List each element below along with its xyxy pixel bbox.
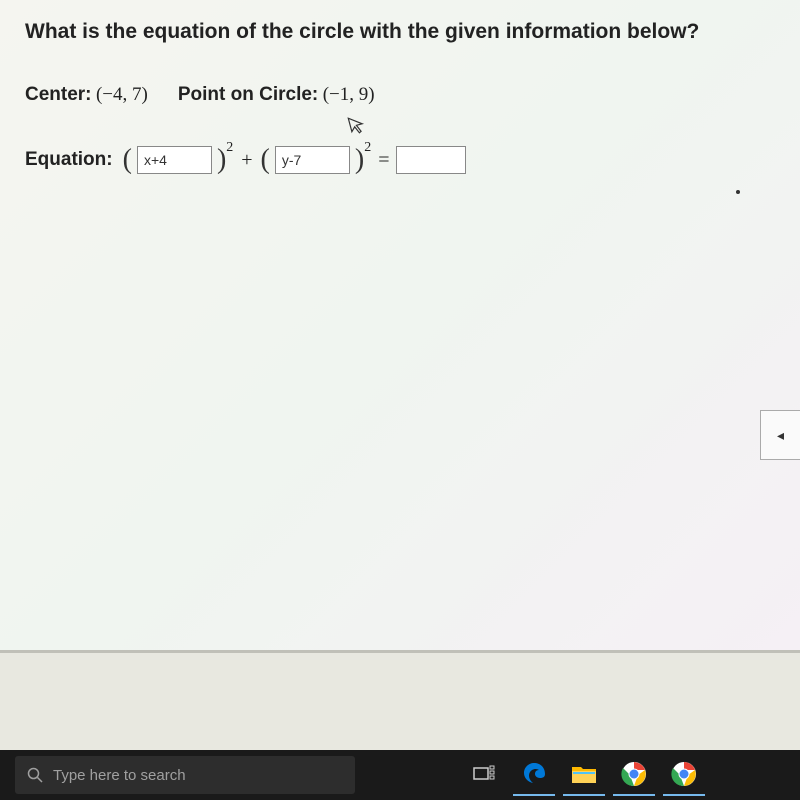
task-view-icon[interactable] — [463, 754, 505, 796]
edge-browser-icon[interactable] — [513, 754, 555, 796]
equation-input-3[interactable] — [396, 146, 466, 174]
taskbar-icons — [463, 754, 705, 796]
equation-input-1[interactable]: x+4 — [137, 146, 212, 174]
taskbar: Type here to search — [0, 750, 800, 800]
paren-exp-1: ) 2 — [217, 146, 233, 174]
chrome-icon-1[interactable] — [613, 754, 655, 796]
search-box[interactable]: Type here to search — [15, 756, 355, 794]
equation-label: Equation: — [25, 149, 113, 171]
file-explorer-icon[interactable] — [563, 754, 605, 796]
equals-sign: = — [378, 149, 389, 172]
point-group: Point on Circle: (−1, 9) — [178, 84, 375, 106]
nav-left-arrow-icon: ◂ — [777, 427, 784, 444]
cursor-icon — [347, 113, 369, 141]
point-value: (−1, 9) — [323, 84, 375, 105]
chrome-icon-2[interactable] — [663, 754, 705, 796]
center-group: Center: (−4, 7) — [25, 84, 148, 106]
plus-sign: + — [241, 149, 252, 172]
given-info-row: Center: (−4, 7) Point on Circle: (−1, 9) — [25, 84, 775, 106]
search-icon — [27, 767, 43, 783]
center-value: (−4, 7) — [96, 84, 148, 105]
paren-open-2: ( — [261, 146, 270, 174]
content-area: What is the equation of the circle with … — [0, 0, 800, 650]
center-label: Center: — [25, 84, 92, 105]
equation-row: Equation: ( x+4 ) 2 + ( y-7 ) 2 = — [25, 146, 775, 174]
question-text: What is the equation of the circle with … — [25, 20, 775, 44]
search-placeholder: Type here to search — [53, 767, 186, 784]
nav-left-button[interactable]: ◂ — [760, 410, 800, 460]
paren-open-1: ( — [123, 146, 132, 174]
decorative-dot — [736, 190, 740, 194]
paren-exp-2: ) 2 — [355, 146, 371, 174]
equation-input-2[interactable]: y-7 — [275, 146, 350, 174]
point-label: Point on Circle: — [178, 84, 318, 105]
